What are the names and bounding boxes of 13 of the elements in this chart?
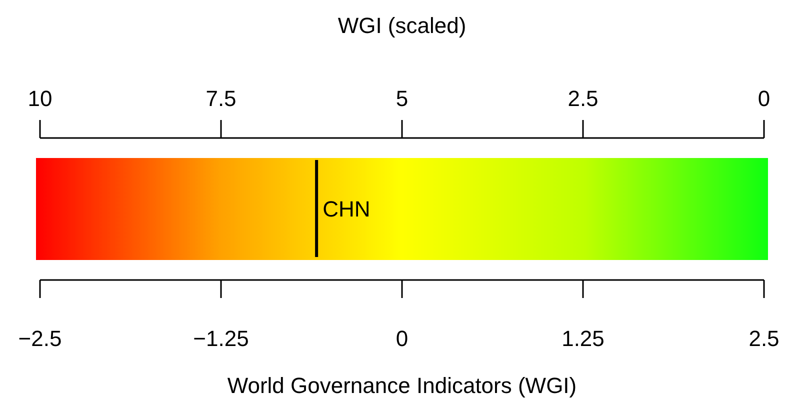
x2-axis-title: WGI (scaled) [338,13,466,38]
x2-tick-label: 0 [758,86,770,111]
x2-tick-label: 5 [396,86,408,111]
x-tick-label: 0 [396,326,408,351]
x-tick-label: 1.25 [562,326,604,351]
x2-tick-label: 7.5 [206,86,236,111]
x2-tick-label: 10 [28,86,52,111]
x2-tick-label: 2.5 [568,86,598,111]
x-axis-title: World Governance Indicators (WGI) [227,373,577,398]
x-tick-label: −2.5 [18,326,62,351]
x-tick-label: 2.5 [748,326,780,351]
x-tick-label: −1.25 [193,326,249,351]
series-label: CHN [322,196,370,222]
